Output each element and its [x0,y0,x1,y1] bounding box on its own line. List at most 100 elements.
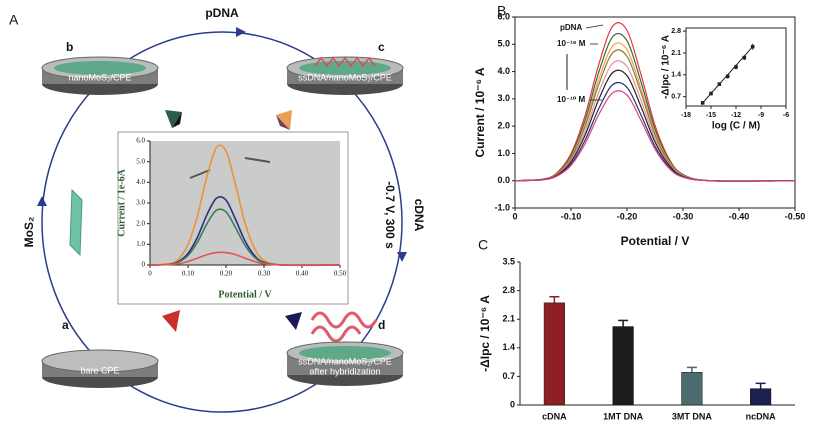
bar [543,302,565,406]
x-tick-label: -18 [681,112,691,119]
panel-a: A pDNA MoS₂ cDNA -0.7 V, 300 s nanoMoS₂/… [9,6,426,413]
arrow-head [397,252,407,262]
x-tick-label: -0.20 [617,211,638,221]
y-tick-label: 0.0 [497,175,510,185]
x-tick-label: 0.20 [220,270,233,278]
node-letter: a [62,318,69,332]
electrode-disk: bare CPE [41,349,159,388]
y-axis-label: Current / 10⁻⁶ A [473,67,487,157]
y-tick-label: 1.0 [136,240,145,248]
node-sublabel: after hybridization [309,366,380,376]
bar [681,372,703,406]
x-tick-label: -9 [758,112,764,119]
x-tick-label: -0.50 [785,211,806,221]
y-tick-label: 0 [142,261,146,269]
bar [750,388,772,406]
series-label: 10⁻¹⁶ M [557,39,586,48]
node-letter: c [378,40,385,54]
cycle-ring [41,31,403,413]
decor [162,310,180,332]
electrode-disk: ssDNA/nanoMoS₂/CPE after hybridization [286,341,404,386]
y-axis-label: Current / 1e-6A [116,168,127,236]
curve [149,208,341,266]
node-letter: d [378,318,385,332]
point [700,101,705,105]
y-tick-label: 2.1 [502,314,515,324]
y-tick-label: 3.0 [136,199,145,207]
x-axis-label: Potential / V [621,234,690,248]
spacer [482,0,483,1]
x-tick-label: 0.50 [334,270,347,278]
point [709,91,713,96]
bar [612,326,634,406]
decor [172,112,182,128]
panel-label: B [497,3,506,19]
y-tick-label: 4.0 [136,178,145,186]
edge-label: cDNA [412,199,426,232]
series-label: 10⁻¹⁰ M [557,95,586,104]
x-axis-label: log (C / M) [712,121,760,132]
y-tick-label: 0 [510,399,515,409]
y-tick-label: 1.4 [502,342,515,352]
panel-label: A [9,12,19,28]
panel-label: C [478,237,488,253]
x-tick-label: -15 [706,112,716,119]
y-tick-label: 3.0 [497,93,510,103]
leader-line [585,24,604,29]
y-tick-label: 0.7 [502,371,515,381]
decor [285,312,302,330]
x-tick-label: -0.10 [561,211,582,221]
series-label: pDNA [560,23,582,32]
x-tick-label: 0.30 [258,270,271,278]
node-label: ssDNA/nanoMoS₂/CPE [298,356,392,366]
y-tick-label: 0.7 [671,93,681,100]
node-label: nanoMoS₂/CPE [68,72,131,82]
x-tick-label: 3MT DNA [672,411,712,421]
electrode-disk: nanoMoS₂/CPE [41,56,159,95]
x-tick-label: 1MT DNA [603,411,643,421]
y-tick-label: 3.5 [502,256,515,266]
curve [149,251,341,266]
edge-label: MoS₂ [22,217,36,248]
node-label: ssDNA/nanoMoS₂/CPE [298,72,392,82]
curve [149,144,341,267]
y-tick-label: 2.0 [497,121,510,131]
point [725,74,730,79]
node-label: bare CPE [80,365,119,375]
x-tick-label: -0.40 [729,211,750,221]
point [750,44,755,49]
electrode-disk: ssDNA/nanoMoS₂/CPE [286,56,404,95]
curve [514,90,796,182]
point [734,65,738,69]
arrow-head [37,196,47,206]
y-tick-label: 2.8 [671,28,681,35]
y-tick-label: 1.4 [671,72,681,79]
y-tick-label: 4.0 [497,66,510,76]
y-tick-label: 1.0 [497,148,510,158]
x-tick-label: cDNA [542,411,567,421]
x-tick-label: 0 [512,211,517,221]
y-tick-label: 6.0 [136,137,145,145]
decor [276,110,292,130]
x-tick-label: -6 [783,112,789,119]
y-tick-label: -1.0 [494,202,510,212]
edge-condition: -0.7 V, 300 s [383,181,397,249]
y-tick-label: 5.0 [136,157,145,165]
arrow-head [236,27,246,37]
dna-helix [310,311,378,343]
x-tick-label: 0.40 [296,270,309,278]
edge-label: pDNA [205,6,239,20]
x-tick-label: 0.10 [182,270,195,278]
node-letter: b [66,40,73,54]
decor [165,110,182,128]
y-axis-label: -ΔIpc / 10⁻⁶ A [661,35,672,99]
x-tick-label: -0.30 [673,211,694,221]
y-tick-label: 2.8 [502,285,515,295]
plot-frame [514,16,796,209]
y-axis-label: -ΔIpc / 10⁻⁶ A [478,295,492,372]
y-tick-label: 5.0 [497,39,510,49]
x-tick-label: ncDNA [746,411,777,421]
y-tick-label: 2.1 [671,50,681,57]
x-tick-label: -12 [731,112,741,119]
